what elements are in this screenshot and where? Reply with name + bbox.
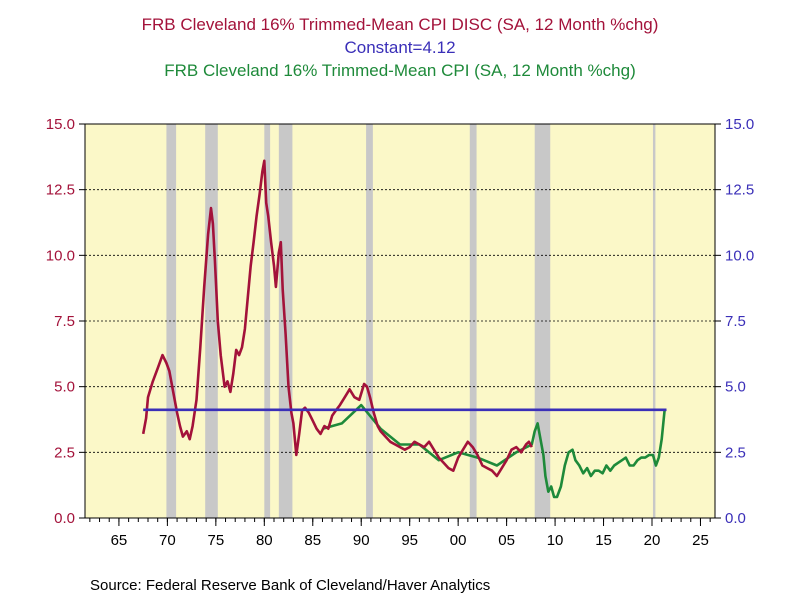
y-right-tick-label: 10.0: [725, 247, 754, 264]
y-left-tick-label: 10.0: [46, 247, 75, 264]
x-tick-label-75: 75: [208, 532, 225, 549]
series-line-disc: [141, 159, 533, 478]
recession-band-2: [264, 124, 271, 518]
x-tick-label-05: 05: [498, 532, 515, 549]
recession-band-1: [205, 124, 218, 518]
chart-title-series-current: FRB Cleveland 16% Trimmed-Mean CPI (SA, …: [164, 61, 636, 80]
y-left-tick-label: 5.0: [54, 379, 75, 396]
chart-title-constant: Constant=4.12: [344, 38, 456, 57]
x-tick-label-65: 65: [111, 532, 128, 549]
x-tick-label-80: 80: [256, 532, 273, 549]
y-left-tick-label: 2.5: [54, 444, 75, 461]
source-note: Source: Federal Reserve Bank of Clevelan…: [90, 577, 491, 594]
y-right-tick-label: 15.0: [725, 116, 754, 133]
x-tick-label-90: 90: [353, 532, 370, 549]
x-tick-label-70: 70: [159, 532, 176, 549]
plot-background: [85, 124, 715, 518]
x-tick-label-15: 15: [595, 532, 612, 549]
y-right-tick-label: 5.0: [725, 379, 746, 396]
y-left-tick-label: 15.0: [46, 116, 75, 133]
x-tick-label-25: 25: [692, 532, 709, 549]
y-left-tick-label: 7.5: [54, 313, 75, 330]
y-left-tick-label: 0.0: [54, 510, 75, 527]
y-right-tick-label: 0.0: [725, 510, 746, 527]
x-tick-label-20: 20: [644, 532, 661, 549]
x-tick-label-85: 85: [304, 532, 321, 549]
recession-band-0: [166, 124, 177, 518]
x-tick-label-10: 10: [547, 532, 564, 549]
x-tick-label-00: 00: [450, 532, 467, 549]
x-tick-label-95: 95: [401, 532, 418, 549]
y-right-tick-label: 7.5: [725, 313, 746, 330]
y-right-tick-label: 12.5: [725, 182, 754, 199]
chart-title-series-disc: FRB Cleveland 16% Trimmed-Mean CPI DISC …: [141, 15, 659, 34]
y-left-tick-label: 12.5: [46, 182, 75, 199]
y-right-tick-label: 2.5: [725, 444, 746, 461]
